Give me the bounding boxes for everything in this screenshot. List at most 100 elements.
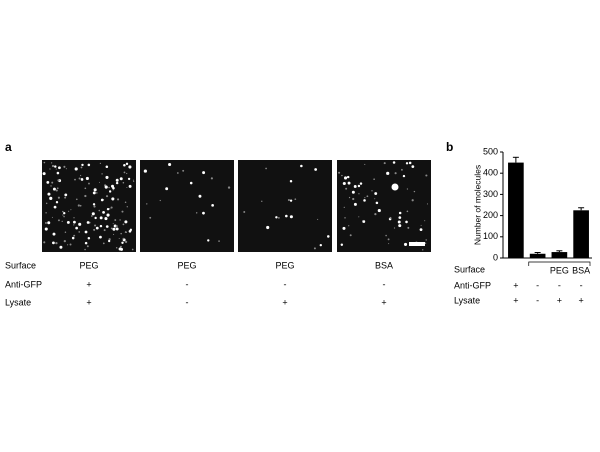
spot bbox=[122, 181, 125, 184]
bar bbox=[573, 210, 589, 258]
spot bbox=[426, 203, 429, 205]
condition: - bbox=[284, 279, 287, 289]
spot bbox=[119, 219, 121, 221]
spot bbox=[176, 172, 179, 174]
spot bbox=[99, 162, 102, 165]
group-bracket bbox=[528, 261, 591, 266]
spot bbox=[92, 191, 96, 195]
spot bbox=[389, 216, 392, 219]
spot bbox=[377, 208, 381, 213]
spot bbox=[124, 240, 128, 244]
spot bbox=[84, 187, 87, 190]
spot bbox=[358, 216, 360, 218]
spot bbox=[165, 187, 169, 191]
spot bbox=[397, 220, 401, 224]
spot bbox=[366, 195, 369, 198]
spot bbox=[63, 165, 66, 168]
spot bbox=[46, 180, 50, 184]
condition: PEG bbox=[550, 265, 569, 275]
spot bbox=[94, 216, 97, 220]
condition: - bbox=[558, 280, 561, 290]
spot bbox=[340, 243, 344, 246]
spot bbox=[52, 232, 56, 236]
spot bbox=[398, 211, 402, 215]
condition: + bbox=[86, 279, 91, 289]
spot bbox=[57, 179, 60, 182]
spot bbox=[87, 163, 91, 167]
spot bbox=[74, 167, 78, 171]
spot bbox=[106, 213, 110, 217]
spot bbox=[55, 189, 58, 192]
spot bbox=[73, 234, 76, 237]
spot bbox=[406, 188, 409, 190]
spot bbox=[374, 198, 376, 200]
spot bbox=[363, 219, 365, 222]
spot bbox=[353, 184, 357, 188]
spot bbox=[300, 164, 303, 168]
spot bbox=[102, 210, 105, 214]
spot bbox=[285, 214, 288, 218]
spot bbox=[105, 195, 109, 198]
spot bbox=[420, 224, 422, 226]
condition: + bbox=[557, 295, 562, 305]
spot bbox=[243, 210, 246, 213]
spot bbox=[85, 176, 89, 181]
spot bbox=[90, 215, 93, 217]
spot bbox=[57, 196, 60, 199]
y-axis-label: Number of molecules bbox=[472, 165, 482, 245]
spot bbox=[386, 171, 390, 175]
spot bbox=[108, 208, 111, 210]
spot bbox=[117, 198, 120, 201]
spot bbox=[374, 192, 378, 195]
spot bbox=[121, 241, 124, 245]
spot bbox=[64, 231, 67, 233]
spot bbox=[314, 168, 317, 171]
condition: - bbox=[536, 295, 539, 305]
spot bbox=[64, 196, 67, 199]
spot bbox=[108, 239, 111, 243]
condition: + bbox=[578, 295, 583, 305]
spot bbox=[52, 241, 55, 245]
spot bbox=[114, 219, 117, 221]
spot bbox=[120, 232, 122, 235]
spot bbox=[405, 162, 409, 165]
spot bbox=[118, 247, 122, 251]
spot bbox=[45, 202, 48, 205]
spot bbox=[411, 165, 415, 168]
spot bbox=[91, 212, 95, 216]
spot bbox=[122, 223, 125, 226]
y-tick-label: 100 bbox=[483, 231, 498, 241]
spot bbox=[49, 168, 51, 170]
spot bbox=[143, 169, 147, 173]
spot bbox=[74, 178, 76, 181]
panel-label: b bbox=[446, 140, 453, 154]
spot bbox=[62, 214, 64, 216]
spot bbox=[78, 177, 81, 180]
y-tick-label: 0 bbox=[493, 252, 498, 262]
spot bbox=[94, 224, 97, 227]
spot bbox=[357, 184, 361, 188]
spot bbox=[364, 163, 366, 166]
spot bbox=[375, 201, 379, 205]
spot bbox=[54, 165, 57, 168]
spot bbox=[103, 229, 106, 232]
spot bbox=[342, 181, 346, 186]
spot bbox=[118, 238, 120, 240]
spot bbox=[112, 233, 115, 235]
spot bbox=[124, 231, 127, 234]
micrograph bbox=[238, 160, 332, 252]
spot bbox=[408, 161, 412, 165]
spot bbox=[189, 181, 193, 185]
spot bbox=[84, 248, 86, 251]
spot bbox=[131, 248, 134, 251]
spot bbox=[425, 239, 427, 241]
spot bbox=[87, 237, 91, 240]
row-label: Lysate bbox=[454, 295, 480, 305]
spot bbox=[403, 242, 408, 246]
spot bbox=[385, 234, 387, 237]
spot bbox=[68, 210, 70, 212]
spot bbox=[398, 216, 402, 219]
spot bbox=[55, 168, 57, 170]
scale-bar bbox=[409, 242, 425, 246]
spot bbox=[122, 237, 125, 240]
